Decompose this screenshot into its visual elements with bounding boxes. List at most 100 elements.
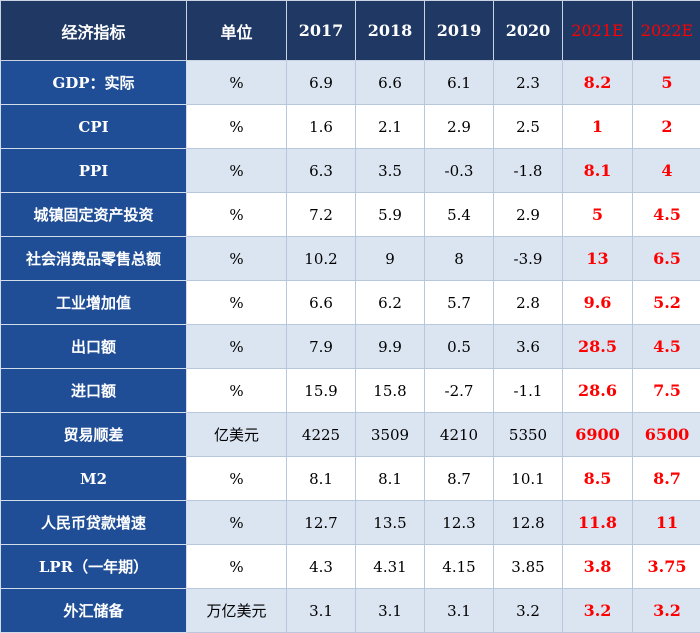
header-year-2022e: 2022E (633, 1, 700, 61)
estimate-value-cell: 6900 (563, 413, 633, 457)
value-cell: 6.1 (425, 61, 494, 105)
estimate-value-cell: 3.2 (563, 589, 633, 633)
value-cell: 15.9 (287, 369, 356, 413)
value-cell: 3.1 (425, 589, 494, 633)
value-cell: 6.6 (287, 281, 356, 325)
header-year-2021e: 2021E (563, 1, 633, 61)
indicator-name-cell: M2 (1, 457, 187, 501)
estimate-value-cell: 11 (633, 501, 700, 545)
value-cell: 2.9 (425, 105, 494, 149)
unit-cell: % (187, 237, 287, 281)
value-cell: 3.1 (287, 589, 356, 633)
estimate-value-cell: 6500 (633, 413, 700, 457)
indicator-name-cell: CPI (1, 105, 187, 149)
unit-cell: % (187, 105, 287, 149)
header-year-2019: 2019 (425, 1, 494, 61)
estimate-value-cell: 2 (633, 105, 700, 149)
unit-cell: % (187, 193, 287, 237)
value-cell: 2.8 (494, 281, 563, 325)
estimate-value-cell: 4.5 (633, 325, 700, 369)
value-cell: 5350 (494, 413, 563, 457)
estimate-value-cell: 8.7 (633, 457, 700, 501)
estimate-value-cell: 3.2 (633, 589, 700, 633)
value-cell: -1.1 (494, 369, 563, 413)
estimate-value-cell: 8.2 (563, 61, 633, 105)
value-cell: 5.9 (356, 193, 425, 237)
value-cell: 3.85 (494, 545, 563, 589)
estimate-value-cell: 4.5 (633, 193, 700, 237)
value-cell: 8.1 (287, 457, 356, 501)
estimate-value-cell: 28.6 (563, 369, 633, 413)
unit-cell: % (187, 149, 287, 193)
value-cell: 12.7 (287, 501, 356, 545)
value-cell: -2.7 (425, 369, 494, 413)
value-cell: 4.15 (425, 545, 494, 589)
value-cell: 15.8 (356, 369, 425, 413)
indicator-name-cell: 贸易顺差 (1, 413, 187, 457)
value-cell: 6.6 (356, 61, 425, 105)
estimate-value-cell: 9.6 (563, 281, 633, 325)
value-cell: -0.3 (425, 149, 494, 193)
value-cell: 7.9 (287, 325, 356, 369)
value-cell: 7.2 (287, 193, 356, 237)
value-cell: 12.8 (494, 501, 563, 545)
value-cell: 5.7 (425, 281, 494, 325)
value-cell: 4.31 (356, 545, 425, 589)
estimate-value-cell: 4 (633, 149, 700, 193)
unit-cell: % (187, 325, 287, 369)
unit-cell: % (187, 281, 287, 325)
value-cell: 8 (425, 237, 494, 281)
estimate-value-cell: 1 (563, 105, 633, 149)
header-year-2018: 2018 (356, 1, 425, 61)
estimate-value-cell: 5.2 (633, 281, 700, 325)
indicator-name-cell: 出口额 (1, 325, 187, 369)
value-cell: 9.9 (356, 325, 425, 369)
value-cell: 13.5 (356, 501, 425, 545)
value-cell: 9 (356, 237, 425, 281)
value-cell: 4225 (287, 413, 356, 457)
value-cell: 3.5 (356, 149, 425, 193)
indicator-name-cell: 人民币贷款增速 (1, 501, 187, 545)
estimate-value-cell: 7.5 (633, 369, 700, 413)
header-year-2020: 2020 (494, 1, 563, 61)
value-cell: 6.9 (287, 61, 356, 105)
value-cell: 2.9 (494, 193, 563, 237)
indicator-name-cell: 进口额 (1, 369, 187, 413)
value-cell: -3.9 (494, 237, 563, 281)
indicator-name-cell: 社会消费品零售总额 (1, 237, 187, 281)
value-cell: -1.8 (494, 149, 563, 193)
value-cell: 2.5 (494, 105, 563, 149)
estimate-value-cell: 5 (563, 193, 633, 237)
value-cell: 4210 (425, 413, 494, 457)
indicator-name-cell: 工业增加值 (1, 281, 187, 325)
unit-cell: 万亿美元 (187, 589, 287, 633)
indicator-name-cell: LPR（一年期） (1, 545, 187, 589)
value-cell: 8.1 (356, 457, 425, 501)
estimate-value-cell: 6.5 (633, 237, 700, 281)
value-cell: 2.1 (356, 105, 425, 149)
header-indicator: 经济指标 (1, 1, 187, 61)
value-cell: 12.3 (425, 501, 494, 545)
estimate-value-cell: 8.1 (563, 149, 633, 193)
unit-cell: 亿美元 (187, 413, 287, 457)
value-cell: 10.2 (287, 237, 356, 281)
estimate-value-cell: 11.8 (563, 501, 633, 545)
estimate-value-cell: 13 (563, 237, 633, 281)
value-cell: 3.2 (494, 589, 563, 633)
value-cell: 10.1 (494, 457, 563, 501)
value-cell: 5.4 (425, 193, 494, 237)
value-cell: 2.3 (494, 61, 563, 105)
